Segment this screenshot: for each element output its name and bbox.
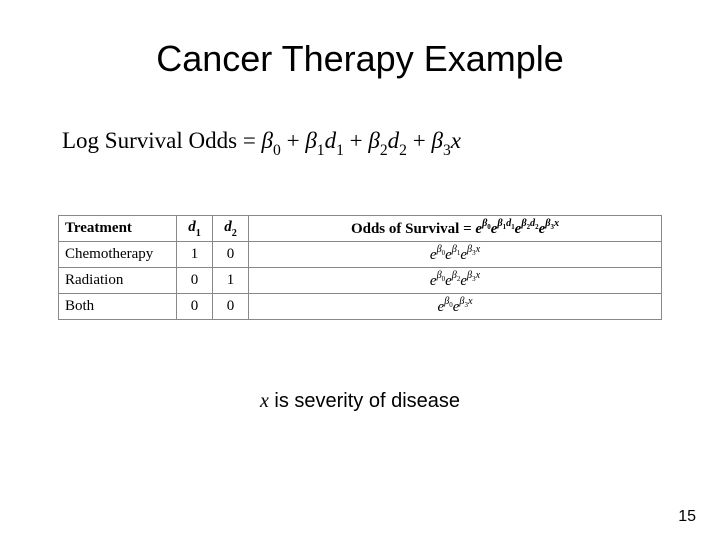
odds-table: Treatment d1 d2 Odds of Survival = eβ0eβ…: [58, 215, 662, 320]
footer-text: is severity of disease: [269, 390, 460, 412]
odds-table-container: Treatment d1 d2 Odds of Survival = eβ0eβ…: [0, 159, 720, 320]
plus3: +: [407, 128, 431, 153]
beta3-sub: 3: [443, 142, 451, 159]
table-row: Radiation 0 1 eβ0eβ2eβ3x: [59, 267, 662, 293]
page-title: Cancer Therapy Example: [0, 0, 720, 80]
table-header-row: Treatment d1 d2 Odds of Survival = eβ0eβ…: [59, 215, 662, 241]
plus1: +: [281, 128, 305, 153]
header-d1: d1: [177, 215, 213, 241]
cell-d2: 0: [213, 241, 249, 267]
table-row: Chemotherapy 1 0 eβ0eβ1eβ3x: [59, 241, 662, 267]
cell-d2: 1: [213, 267, 249, 293]
cell-d1: 0: [177, 267, 213, 293]
header-treatment: Treatment: [59, 215, 177, 241]
beta3: β: [431, 128, 442, 153]
cell-treatment: Radiation: [59, 267, 177, 293]
cell-d1: 0: [177, 293, 213, 319]
cell-odds: eβ0eβ3x: [249, 293, 662, 319]
cell-d1: 1: [177, 241, 213, 267]
header-d2: d2: [213, 215, 249, 241]
equation-equals: =: [237, 128, 261, 153]
footer-note: x is severity of disease: [0, 320, 720, 413]
odds-label: Odds of Survival: [351, 221, 459, 237]
cell-odds: eβ0eβ1eβ3x: [249, 241, 662, 267]
d1: d: [325, 128, 337, 153]
page-number: 15: [678, 508, 696, 526]
cell-treatment: Chemotherapy: [59, 241, 177, 267]
footer-x: x: [260, 390, 269, 412]
equation-lhs: Log Survival Odds: [62, 128, 237, 153]
beta2: β: [368, 128, 379, 153]
x-var: x: [451, 128, 461, 153]
cell-d2: 0: [213, 293, 249, 319]
d2: d: [388, 128, 400, 153]
cell-treatment: Both: [59, 293, 177, 319]
plus2: +: [344, 128, 368, 153]
beta0-sub: 0: [273, 142, 281, 159]
header-odds: Odds of Survival = eβ0eβ1d1eβ2d2eβ3x: [249, 215, 662, 241]
log-odds-equation: Log Survival Odds = β0 + β1d1 + β2d2 + β…: [0, 80, 720, 159]
cell-odds: eβ0eβ2eβ3x: [249, 267, 662, 293]
d2-sub: 2: [399, 142, 407, 159]
beta2-sub: 2: [380, 142, 388, 159]
table-row: Both 0 0 eβ0eβ3x: [59, 293, 662, 319]
d1-sub: 1: [336, 142, 344, 159]
beta0: β: [262, 128, 273, 153]
beta1: β: [305, 128, 316, 153]
beta1-sub: 1: [317, 142, 325, 159]
